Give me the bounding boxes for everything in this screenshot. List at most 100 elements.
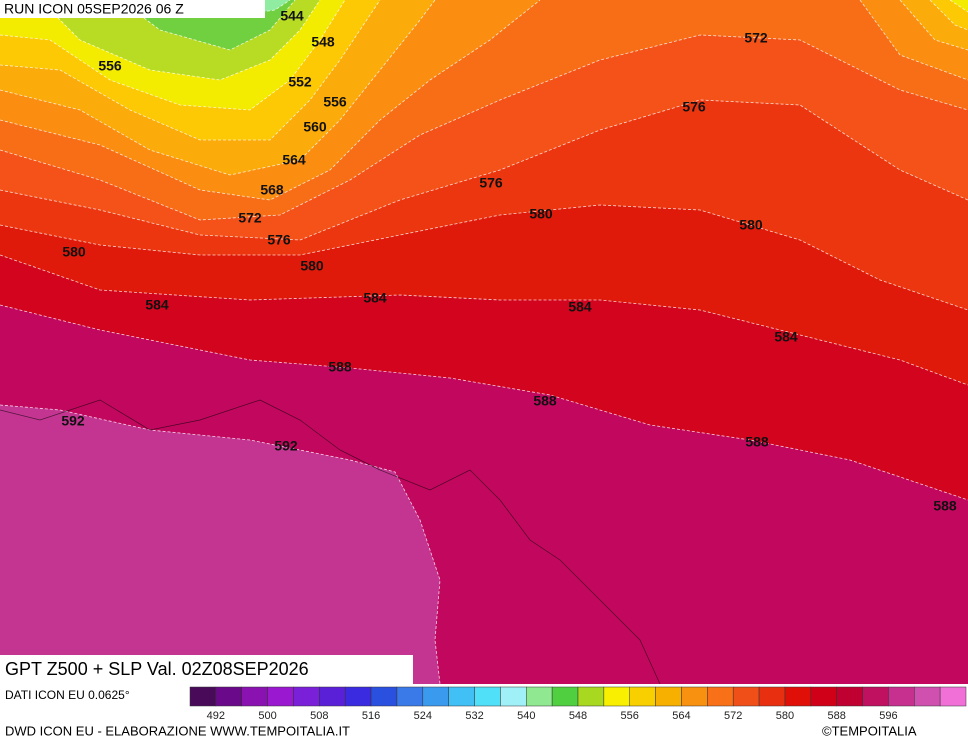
map-title: GPT Z500 + SLP Val. 02Z08SEP2026 <box>5 659 309 679</box>
color-legend: 492 500 508 516 524 532 540 548 556 564 572 580 588 5… <box>189 686 967 722</box>
run-label: RUN ICON 05SEP2026 06 Z <box>4 1 184 17</box>
contour-label: 564 <box>282 152 306 168</box>
contour-label: 556 <box>323 94 347 110</box>
contour-label: 580 <box>62 244 86 260</box>
contour-label: 580 <box>529 206 553 222</box>
legend-swatch <box>474 686 501 707</box>
contour-label: 592 <box>61 413 85 429</box>
legend-label: 524 <box>414 710 432 722</box>
legend-label: 500 <box>258 710 276 722</box>
legend-swatch <box>577 686 605 707</box>
legend-swatch <box>500 686 527 707</box>
band <box>0 405 440 684</box>
legend-swatch <box>939 686 967 707</box>
contour-line <box>0 34 968 221</box>
legend-swatch <box>732 686 760 707</box>
contour-line <box>39 0 321 81</box>
contour-label: 556 <box>98 58 122 74</box>
legend-swatch <box>241 686 268 707</box>
contour-label: 584 <box>774 329 798 345</box>
contour-line <box>0 254 968 386</box>
contour-labels: 544 548 552 556 560 564 568 572 576 580 580 584 584 5… <box>61 8 957 514</box>
legend-label: 508 <box>310 710 328 722</box>
data-source: DATI ICON EU 0.0625° <box>5 688 130 702</box>
legend-swatch <box>422 686 449 707</box>
contour-label: 580 <box>300 258 324 274</box>
contour-label: 588 <box>745 434 769 450</box>
contour-label: 572 <box>238 210 262 226</box>
legend-label: 492 <box>207 710 225 722</box>
legend-swatch <box>810 686 837 707</box>
legend-label: 572 <box>724 710 742 722</box>
legend-swatch <box>267 686 294 707</box>
legend-swatch <box>293 686 320 707</box>
contour-line <box>0 404 441 685</box>
legend-label: 516 <box>362 710 380 722</box>
credit: DWD ICON EU - ELABORAZIONE WWW.TEMPOITAL… <box>5 723 350 738</box>
copyright: ©TEMPOITALIA <box>822 723 917 738</box>
legend-label: 564 <box>672 710 690 722</box>
run-label-box <box>0 0 265 18</box>
contour-line <box>949 0 968 13</box>
contour-label: 576 <box>267 232 291 248</box>
legend-swatch <box>319 686 346 707</box>
contour-label: 588 <box>933 498 957 514</box>
contour-label: 592 <box>274 438 298 454</box>
legend-label: 596 <box>879 710 897 722</box>
contour-label: 588 <box>533 393 557 409</box>
contour-label: 580 <box>739 217 763 233</box>
contour-label: 568 <box>260 182 284 198</box>
legend-label: 556 <box>621 710 639 722</box>
legend-label: 540 <box>517 710 535 722</box>
contour-line <box>929 0 968 31</box>
contour-label: 584 <box>363 290 387 306</box>
contour-line <box>0 0 541 201</box>
contour-label: 544 <box>280 8 304 24</box>
legend-swatch <box>681 686 708 707</box>
legend-swatch <box>215 686 242 707</box>
legend-swatch <box>551 686 579 707</box>
coastline <box>0 399 661 685</box>
contour-line <box>0 0 436 176</box>
contour-label: 576 <box>682 99 706 115</box>
contour-label: 584 <box>568 299 592 315</box>
legend-swatch <box>914 686 941 707</box>
legend-swatch <box>396 686 424 707</box>
legend-swatch <box>862 686 889 707</box>
legend-label: 588 <box>827 710 845 722</box>
title-box <box>0 655 413 684</box>
legend-label: 580 <box>776 710 794 722</box>
legend-swatch <box>655 686 682 707</box>
legend-swatch <box>344 686 372 707</box>
legend-label: 548 <box>569 710 587 722</box>
contour-line <box>0 0 346 111</box>
legend-swatch <box>836 686 863 707</box>
band <box>930 0 968 30</box>
contour-label: 584 <box>145 297 169 313</box>
contour-label: 552 <box>288 74 312 90</box>
legend-swatch <box>448 686 475 707</box>
contour-line <box>119 0 296 51</box>
legend-swatch <box>707 686 734 707</box>
legend-label: 532 <box>465 710 483 722</box>
contour-label: 588 <box>328 359 352 375</box>
legend-swatch <box>189 686 217 707</box>
legend-swatch <box>603 686 630 707</box>
contour-line <box>0 304 968 501</box>
contour-label: 560 <box>303 119 327 135</box>
contour-line <box>0 204 968 311</box>
legend-swatch <box>758 686 786 707</box>
contour-line <box>0 0 381 141</box>
contour-line <box>0 99 968 241</box>
contour-label: 572 <box>744 30 768 46</box>
legend-swatch <box>526 686 553 707</box>
contour-line <box>899 0 968 51</box>
contour-label: 548 <box>311 34 335 50</box>
contour-label: 576 <box>479 175 503 191</box>
legend-swatch <box>370 686 398 707</box>
legend-swatch <box>629 686 656 707</box>
contour-line <box>859 0 968 81</box>
contour-bands <box>0 0 968 685</box>
legend-swatch <box>888 686 915 707</box>
